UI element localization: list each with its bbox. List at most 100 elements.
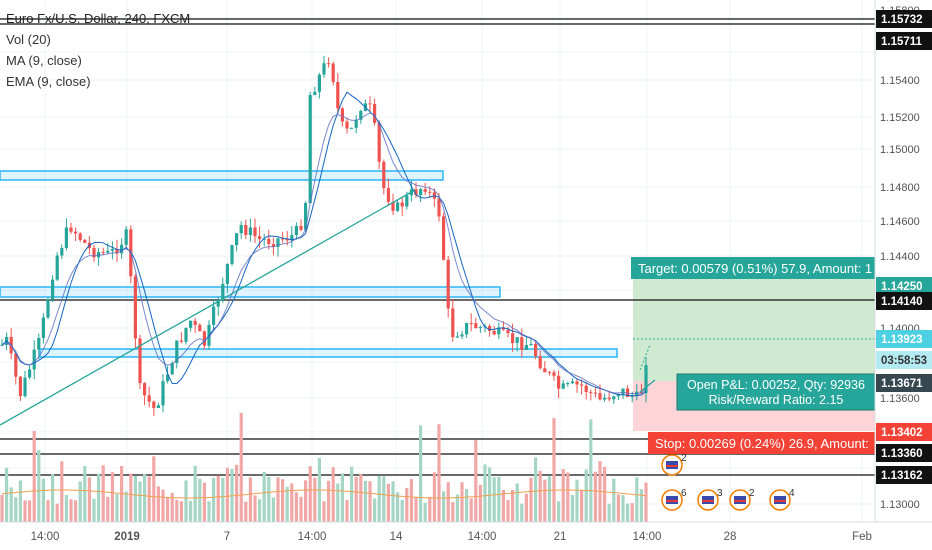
candle-body [547, 372, 551, 374]
trend-line-segment[interactable] [639, 379, 656, 393]
time-axis[interactable]: 14:00 2019 7 14:00 14 14:00 21 14:00 28 Feb [0, 521, 932, 550]
candle-body [32, 349, 36, 370]
price-badge[interactable] [876, 444, 932, 462]
candle-body [322, 63, 326, 75]
volume-bar [423, 502, 427, 522]
candle-body [460, 334, 464, 337]
price-badge-label: 1.13402 [881, 427, 923, 439]
legend-volume[interactable]: Vol (20) [6, 32, 51, 47]
volume-bar [382, 476, 386, 522]
zone-rectangle[interactable] [0, 170, 444, 181]
volume-bar [221, 477, 225, 522]
legend-ma[interactable]: MA (9, close) [6, 53, 82, 68]
volume-bar [202, 482, 206, 522]
volume-bar [557, 501, 561, 522]
time-tick-label: 28 [724, 531, 737, 543]
zone-rectangle[interactable] [39, 348, 618, 358]
volume-bar [428, 496, 432, 522]
stop-label-box[interactable] [648, 432, 875, 454]
price-axis[interactable]: 1.158001.154001.152001.150001.148001.146… [874, 0, 932, 522]
volume-bar [308, 466, 312, 522]
candle-body [603, 397, 607, 400]
event-count-badge: 2 [681, 453, 687, 464]
candle-body [267, 238, 271, 245]
price-tick-label: 1.15200 [880, 112, 920, 124]
legend-ema[interactable]: EMA (9, close) [6, 74, 91, 89]
economic-events[interactable]: 2 6 3 2 4 [661, 453, 795, 511]
trend-line[interactable] [0, 189, 656, 426]
candle-body [437, 198, 441, 217]
price-badge[interactable] [876, 10, 932, 28]
candle-body [202, 331, 206, 346]
candle-body [0, 344, 4, 346]
event-flag-icon[interactable]: 2 [661, 453, 687, 476]
candle-body [308, 94, 312, 204]
volume-bar [501, 490, 505, 522]
event-flag-icon[interactable]: 3 [697, 488, 723, 511]
price-badge[interactable] [876, 292, 932, 310]
candle-body [235, 233, 239, 246]
volume-bar [409, 479, 413, 522]
candle-body [212, 306, 216, 325]
price-badge[interactable] [876, 351, 932, 369]
moving-averages [1, 91, 647, 397]
price-badge-label: 1.14250 [881, 281, 923, 293]
volume-bar [524, 494, 528, 522]
zone-rectangle[interactable] [0, 286, 501, 298]
trend-line-segment[interactable] [0, 189, 416, 426]
candle-body [244, 225, 248, 236]
candle-body [28, 369, 32, 378]
candle-body [580, 384, 584, 386]
candle-body [78, 233, 82, 240]
candle-body [488, 326, 492, 331]
volume-bar [396, 492, 400, 522]
candle-body [419, 189, 423, 196]
price-badge[interactable] [876, 374, 932, 392]
volume-bar [14, 497, 18, 522]
volume-bar [575, 479, 579, 522]
volume-bar [621, 495, 625, 522]
volume-bar [377, 475, 381, 522]
candle-body [455, 336, 459, 338]
position-labels[interactable]: Target: 0.00579 (0.51%) 57.9, Amount: 1 S… [631, 257, 876, 454]
price-badge-label: 1.15732 [881, 14, 923, 26]
price-tick-label: 1.13000 [880, 499, 920, 511]
volume-bar [0, 494, 4, 522]
support-resistance-zones[interactable] [0, 170, 618, 358]
volume-bar [9, 487, 13, 522]
candle-body [607, 397, 611, 400]
candle-body [414, 189, 418, 196]
event-flag-icon[interactable]: 2 [729, 488, 755, 511]
candle-body [538, 356, 542, 369]
volume-bar [561, 469, 565, 522]
price-badge[interactable] [876, 277, 932, 295]
candle-body [138, 338, 142, 384]
candle-body [69, 227, 73, 232]
flag-stripe [702, 500, 714, 502]
price-badge[interactable] [876, 423, 932, 441]
price-badge[interactable] [876, 466, 932, 484]
price-badge[interactable] [876, 32, 932, 50]
volume-bar [74, 500, 78, 522]
volume-bar [161, 489, 165, 522]
risk-reward-label: Risk/Reward Ratio: 2.15 [709, 393, 844, 407]
candle-body [262, 238, 266, 240]
pnl-label-box[interactable] [676, 373, 876, 411]
symbol-title[interactable]: Euro Fx/U.S. Dollar, 240, FXCM [6, 11, 191, 26]
candle-body [566, 383, 570, 385]
event-flag-icon[interactable]: 4 [769, 488, 795, 511]
candle-body [386, 188, 390, 202]
price-badge[interactable] [876, 330, 932, 348]
target-area[interactable] [633, 278, 875, 381]
candle-body [492, 330, 496, 335]
candle-body [331, 63, 335, 83]
candle-body [639, 391, 643, 394]
target-label-box[interactable] [631, 257, 875, 279]
event-flag-icon[interactable]: 6 [661, 488, 687, 511]
volume-bar [538, 470, 542, 522]
volume-bar [60, 461, 64, 522]
volume-bar [290, 483, 294, 522]
volume-bar [184, 480, 188, 522]
volume-bar [101, 465, 105, 522]
